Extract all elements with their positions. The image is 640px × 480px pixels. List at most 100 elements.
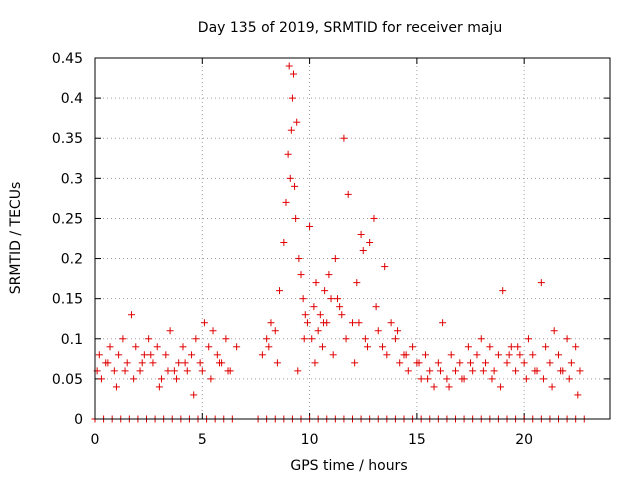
data-point xyxy=(97,375,105,383)
data-point xyxy=(512,367,520,375)
data-point xyxy=(321,287,329,295)
data-point xyxy=(443,375,451,383)
data-point xyxy=(104,359,112,367)
data-point xyxy=(147,351,155,359)
data-point xyxy=(295,255,303,263)
y-tick-label: 0 xyxy=(74,412,83,428)
data-point xyxy=(273,359,281,367)
data-point xyxy=(205,343,213,351)
data-point xyxy=(567,359,575,367)
y-tick-label: 0.35 xyxy=(52,131,83,147)
data-point xyxy=(361,335,369,343)
data-point xyxy=(364,343,372,351)
data-point xyxy=(430,383,438,391)
data-point xyxy=(499,287,507,295)
data-point xyxy=(166,327,174,335)
data-point xyxy=(162,351,170,359)
data-point xyxy=(404,367,412,375)
data-point xyxy=(145,335,153,343)
data-point xyxy=(314,327,322,335)
data-point xyxy=(233,343,241,351)
data-point xyxy=(445,383,453,391)
data-point xyxy=(447,351,455,359)
data-point xyxy=(123,359,131,367)
data-point xyxy=(215,359,223,367)
data-point xyxy=(183,367,191,375)
data-point xyxy=(265,343,273,351)
data-point xyxy=(292,214,300,222)
data-point xyxy=(303,319,311,327)
data-point xyxy=(372,303,380,311)
data-point xyxy=(514,343,522,351)
data-point xyxy=(294,367,302,375)
data-point xyxy=(110,367,118,375)
data-point xyxy=(286,174,294,182)
data-point xyxy=(310,303,318,311)
grid-lines xyxy=(95,58,610,419)
y-tick-label: 0.3 xyxy=(61,171,83,187)
data-point xyxy=(542,343,550,351)
data-point xyxy=(121,367,129,375)
data-point xyxy=(469,367,477,375)
data-point xyxy=(366,239,374,247)
data-point xyxy=(522,375,530,383)
data-point xyxy=(555,351,562,359)
data-point xyxy=(316,311,324,319)
x-tick-label: 20 xyxy=(515,432,533,448)
data-point xyxy=(537,279,545,287)
x-tick-label: 0 xyxy=(91,432,100,448)
data-point xyxy=(497,383,505,391)
data-point xyxy=(179,343,187,351)
data-point xyxy=(175,359,183,367)
data-point xyxy=(325,271,333,279)
data-point xyxy=(482,359,490,367)
data-point xyxy=(516,351,524,359)
data-point xyxy=(301,311,309,319)
y-tick-label: 0.1 xyxy=(61,332,83,348)
data-point xyxy=(349,319,356,327)
data-point xyxy=(293,118,301,126)
data-point xyxy=(336,303,344,311)
data-point xyxy=(563,335,571,343)
data-point xyxy=(224,367,232,375)
data-point xyxy=(574,391,582,399)
data-point xyxy=(417,375,425,383)
data-point xyxy=(207,375,215,383)
data-point xyxy=(188,351,196,359)
data-point xyxy=(263,335,271,343)
data-point xyxy=(548,383,556,391)
data-point xyxy=(426,367,434,375)
data-point xyxy=(119,335,127,343)
data-point xyxy=(421,351,429,359)
data-point xyxy=(318,343,326,351)
data-point xyxy=(434,359,442,367)
chart-title: Day 135 of 2019, SRMTID for receiver maj… xyxy=(198,20,502,36)
data-point xyxy=(520,359,528,367)
plot-frame xyxy=(94,57,611,420)
data-point xyxy=(306,222,314,230)
data-point xyxy=(464,343,472,351)
data-point xyxy=(136,367,144,375)
data-point xyxy=(312,279,320,287)
data-point xyxy=(153,343,161,351)
data-point xyxy=(539,375,547,383)
y-tick-label: 0.45 xyxy=(52,51,83,67)
data-point xyxy=(344,190,352,198)
data-point xyxy=(280,239,288,247)
data-point xyxy=(424,375,432,383)
data-point xyxy=(546,359,554,367)
data-point xyxy=(170,367,178,375)
y-tick-label: 0.25 xyxy=(52,211,83,227)
data-point xyxy=(488,375,496,383)
data-point xyxy=(320,319,328,327)
data-point xyxy=(456,359,464,367)
data-point xyxy=(391,335,399,343)
data-point xyxy=(477,335,485,343)
data-point xyxy=(550,327,558,335)
data-point xyxy=(149,359,157,367)
data-point xyxy=(192,335,200,343)
data-point xyxy=(494,351,502,359)
data-point xyxy=(155,383,163,391)
data-point xyxy=(355,319,363,327)
